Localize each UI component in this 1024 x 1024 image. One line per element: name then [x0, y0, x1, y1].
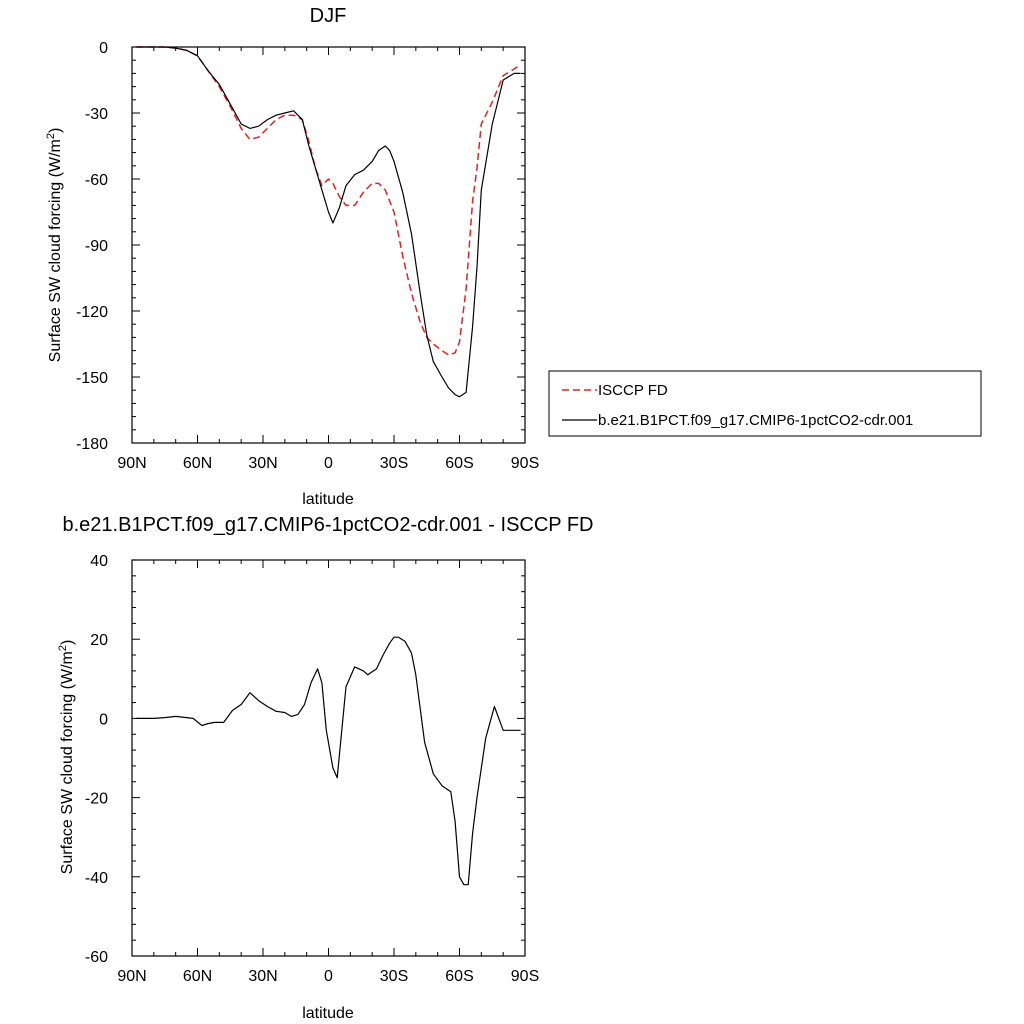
y-tick-label: -20 — [85, 791, 108, 808]
series-line-model — [136, 636, 521, 886]
y-tick-label: -90 — [85, 238, 108, 255]
y-tick-label: 20 — [90, 632, 108, 649]
x-tick-label: 90N — [117, 455, 146, 472]
top-ticks: 90N 60N 30N 0 30S 60S 90S 0 -30 -60 -90 -120 -150 -18… — [76, 40, 539, 472]
x-tick-label: 30S — [380, 455, 408, 472]
series-line-isccp — [136, 46, 522, 356]
y-tick-label: 0 — [99, 40, 108, 57]
x-tick-label: 60S — [445, 455, 473, 472]
x-axis-label-top: latitude — [302, 491, 354, 508]
x-tick-label: 60S — [445, 968, 473, 985]
bottom-series — [136, 636, 521, 886]
plot-frame — [131, 46, 526, 444]
x-tick-label: 30N — [248, 455, 277, 472]
top-series — [136, 46, 522, 398]
x-tick-label: 0 — [324, 968, 333, 985]
y-tick-label: -40 — [85, 870, 108, 887]
y-tick-label: -180 — [76, 436, 108, 453]
x-tick-label: 90S — [511, 968, 539, 985]
series-line-model — [136, 46, 521, 398]
chart-title-top: DJF — [310, 5, 347, 27]
y-tick-label: -120 — [76, 304, 108, 321]
top-panel: DJF 90N 60N 30N 0 30S 60S 90S 0 -30 -60 -90 -120 -15… — [45, 5, 982, 508]
y-tick-label: 0 — [99, 711, 108, 728]
y-tick-label: -30 — [85, 106, 108, 123]
x-tick-label: 30N — [248, 968, 277, 985]
legend-box — [548, 370, 982, 437]
y-tick-label: -60 — [85, 949, 108, 966]
x-axis-label-bottom: latitude — [302, 1005, 354, 1022]
x-tick-label: 90N — [117, 968, 146, 985]
y-tick-label: -60 — [85, 172, 108, 189]
y-axis-label-bottom: Surface SW cloud forcing (W/m2) — [57, 640, 76, 875]
x-tick-label: 60N — [183, 455, 212, 472]
plot-frame — [131, 559, 526, 957]
x-tick-label: 30S — [380, 968, 408, 985]
x-tick-label: 90S — [511, 455, 539, 472]
x-tick-label: 60N — [183, 968, 212, 985]
y-axis-label-top: Surface SW cloud forcing (W/m2) — [45, 128, 64, 363]
bottom-panel: b.e21.B1PCT.f09_g17.CMIP6-1pctCO2-cdr.00… — [57, 514, 594, 1022]
legend-label-isccp: ISCCP FD — [598, 382, 668, 399]
top-axis-frame — [131, 46, 526, 444]
y-tick-label: 40 — [90, 553, 108, 570]
legend: ISCCP FD b.e21.B1PCT.f09_g17.CMIP6-1pctC… — [548, 370, 982, 437]
bottom-ticks: 90N 60N 30N 0 30S 60S 90S 40 20 0 -20 -40 -60 — [85, 553, 539, 985]
chart-title-bottom: b.e21.B1PCT.f09_g17.CMIP6-1pctCO2-cdr.00… — [63, 514, 594, 536]
x-tick-label: 0 — [324, 455, 333, 472]
legend-label-model: b.e21.B1PCT.f09_g17.CMIP6-1pctCO2-cdr.00… — [598, 412, 913, 429]
y-tick-label: -150 — [76, 370, 108, 387]
bottom-axis-frame — [131, 559, 526, 957]
